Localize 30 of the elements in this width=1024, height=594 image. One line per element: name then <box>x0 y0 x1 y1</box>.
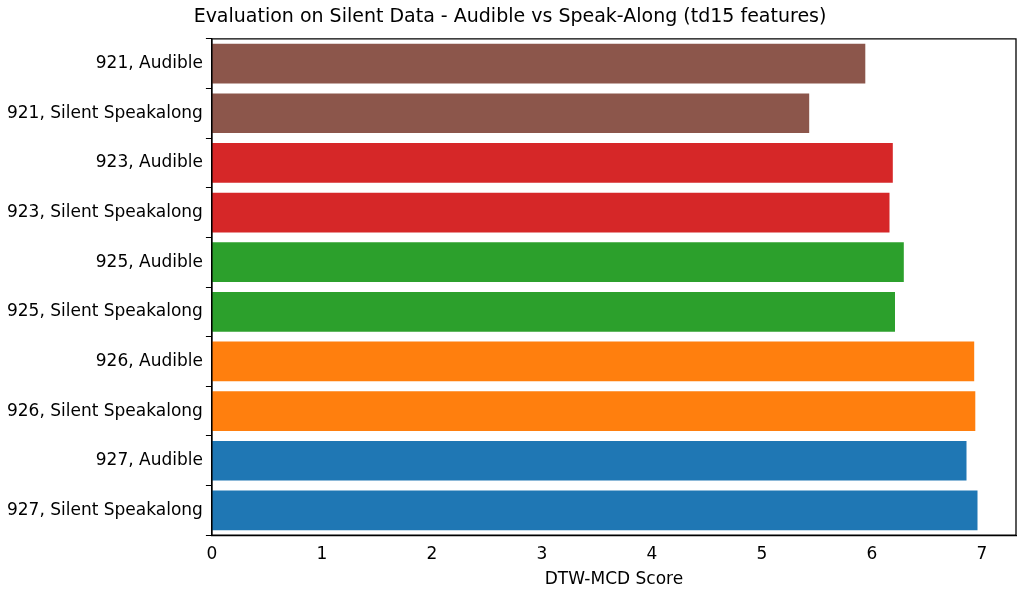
x-tick-label: 6 <box>866 542 878 563</box>
bar <box>211 93 810 134</box>
x-tick-label: 5 <box>756 542 768 563</box>
y-tick-label: 926, Silent Speakalong <box>6 399 203 420</box>
x-tick-label: 2 <box>426 542 438 563</box>
bar <box>211 391 976 431</box>
y-tick-label: 925, Silent Speakalong <box>6 300 203 321</box>
x-tick-label: 0 <box>206 542 218 563</box>
bar <box>211 192 890 233</box>
bar <box>211 490 978 531</box>
x-tick-label: 4 <box>646 542 658 563</box>
bar <box>211 341 975 382</box>
bar <box>211 242 904 283</box>
y-tick-label: 921, Audible <box>95 52 203 73</box>
x-tick-label: 1 <box>316 542 328 563</box>
x-tick-label: 3 <box>536 542 548 563</box>
bar <box>211 43 866 84</box>
y-tick-label: 926, Audible <box>95 349 203 370</box>
y-tick-label: 921, Silent Speakalong <box>6 101 203 122</box>
bar <box>211 440 967 481</box>
y-tick-label: 923, Silent Speakalong <box>6 200 203 221</box>
y-tick-label: 923, Audible <box>95 151 203 172</box>
x-tick-label: 7 <box>976 542 988 563</box>
y-tick-label: 925, Audible <box>95 250 203 271</box>
y-tick-label: 927, Silent Speakalong <box>6 498 203 519</box>
bar <box>211 143 893 183</box>
bar <box>211 291 895 332</box>
chart-title: Evaluation on Silent Data - Audible vs Speak-Along (td15 features) <box>193 4 827 27</box>
x-axis-title: DTW-MCD Score <box>544 568 684 589</box>
y-tick-label: 927, Audible <box>95 449 203 470</box>
